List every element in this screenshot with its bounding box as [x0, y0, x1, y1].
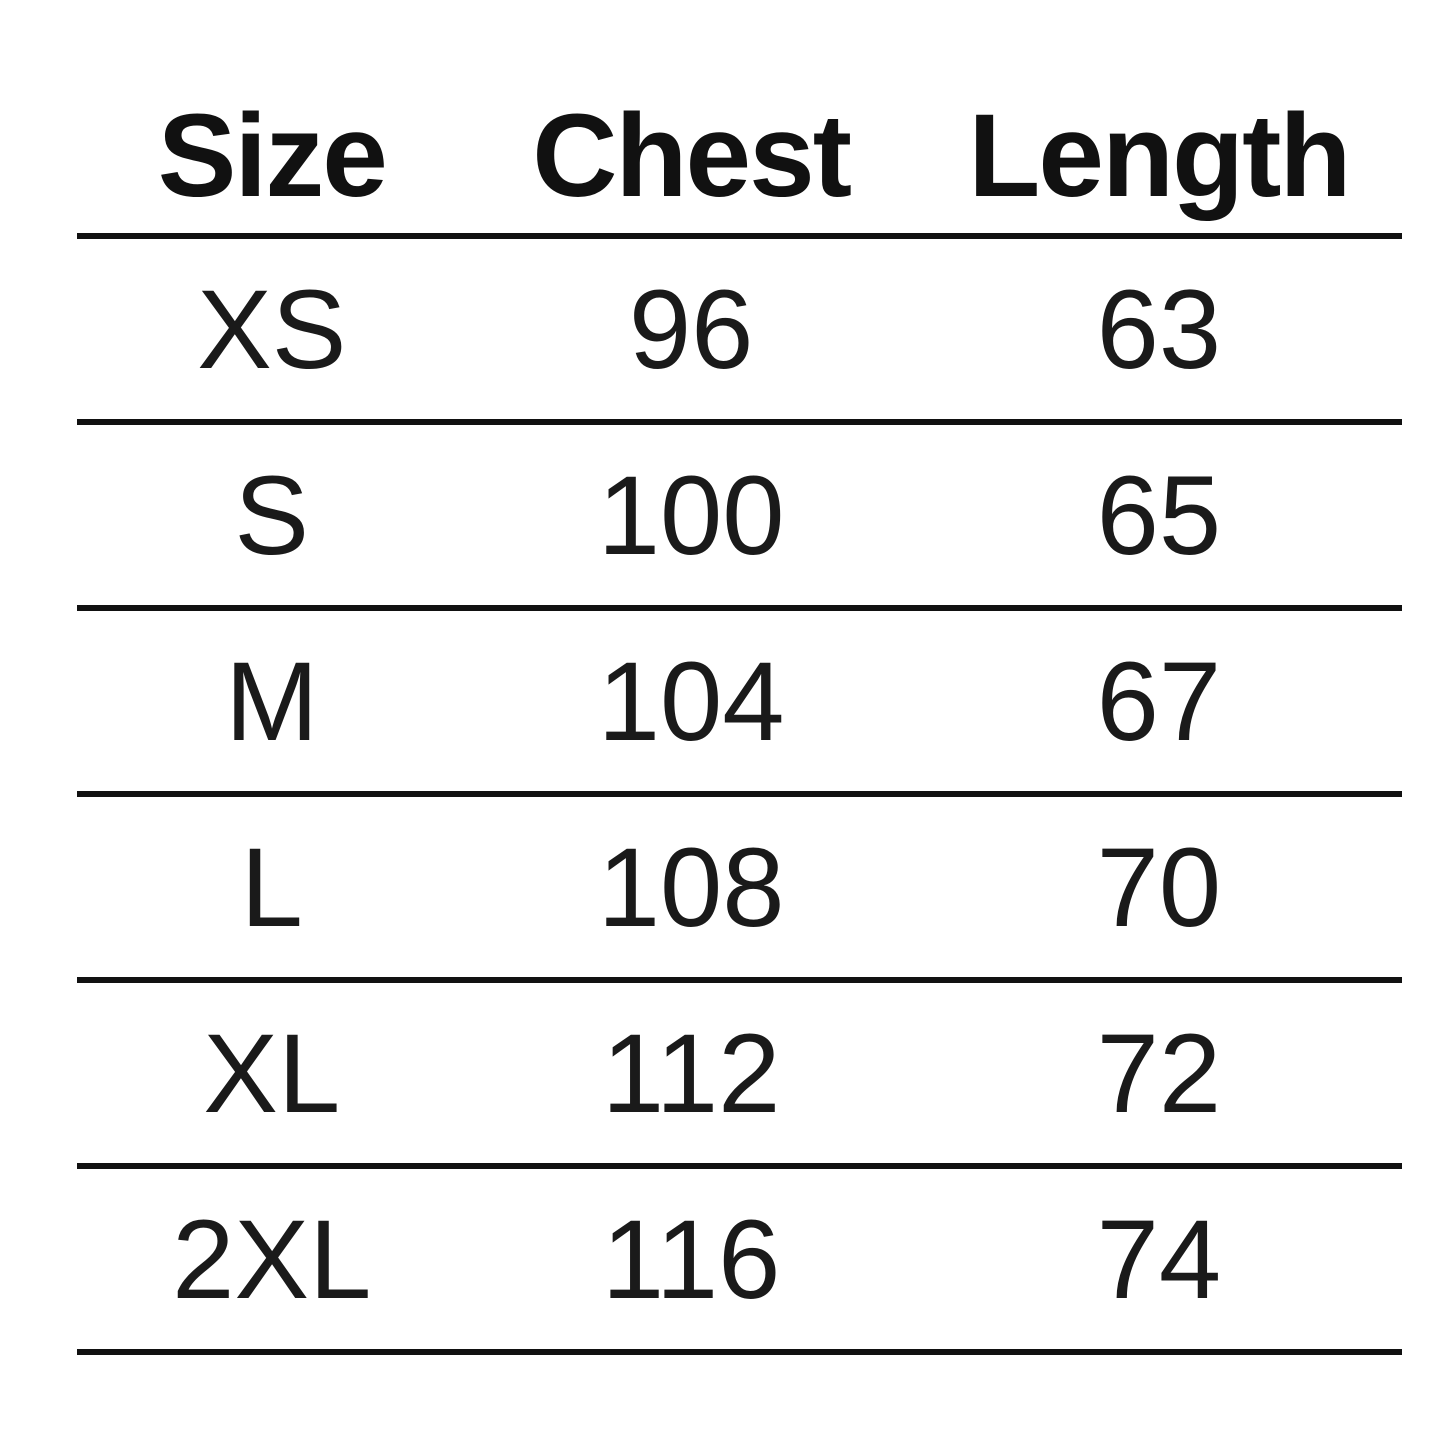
cell-length: 65 — [915, 422, 1402, 611]
cell-length: 70 — [915, 794, 1402, 983]
cell-size: L — [77, 794, 467, 983]
cell-length: 72 — [915, 980, 1402, 1169]
cell-chest: 108 — [466, 794, 916, 983]
size-chart-table: Size Chest Length XS 96 63 S 100 65 M 10… — [77, 78, 1402, 1355]
cell-length: 63 — [915, 236, 1402, 425]
header-chest: Chest — [466, 78, 916, 239]
cell-chest: 104 — [466, 608, 916, 797]
size-chart-header: Size Chest Length — [77, 78, 1402, 239]
table-row-l: L 108 70 — [77, 794, 1402, 983]
cell-size: M — [77, 608, 467, 797]
size-chart-body: XS 96 63 S 100 65 M 104 67 L 108 70 XL 1… — [77, 236, 1402, 1355]
table-row-xs: XS 96 63 — [77, 236, 1402, 425]
table-row-s: S 100 65 — [77, 422, 1402, 611]
header-row: Size Chest Length — [77, 78, 1402, 239]
cell-size: XS — [77, 236, 467, 425]
cell-chest: 96 — [466, 236, 916, 425]
cell-size: S — [77, 422, 467, 611]
table-row-m: M 104 67 — [77, 608, 1402, 797]
header-length: Length — [915, 78, 1402, 239]
cell-chest: 100 — [466, 422, 916, 611]
header-size: Size — [77, 78, 467, 239]
cell-length: 74 — [915, 1166, 1402, 1355]
cell-chest: 112 — [466, 980, 916, 1169]
table-row-2xl: 2XL 116 74 — [77, 1166, 1402, 1355]
table-row-xl: XL 112 72 — [77, 980, 1402, 1169]
cell-size: XL — [77, 980, 467, 1169]
cell-length: 67 — [915, 608, 1402, 797]
cell-size: 2XL — [77, 1166, 467, 1355]
cell-chest: 116 — [466, 1166, 916, 1355]
